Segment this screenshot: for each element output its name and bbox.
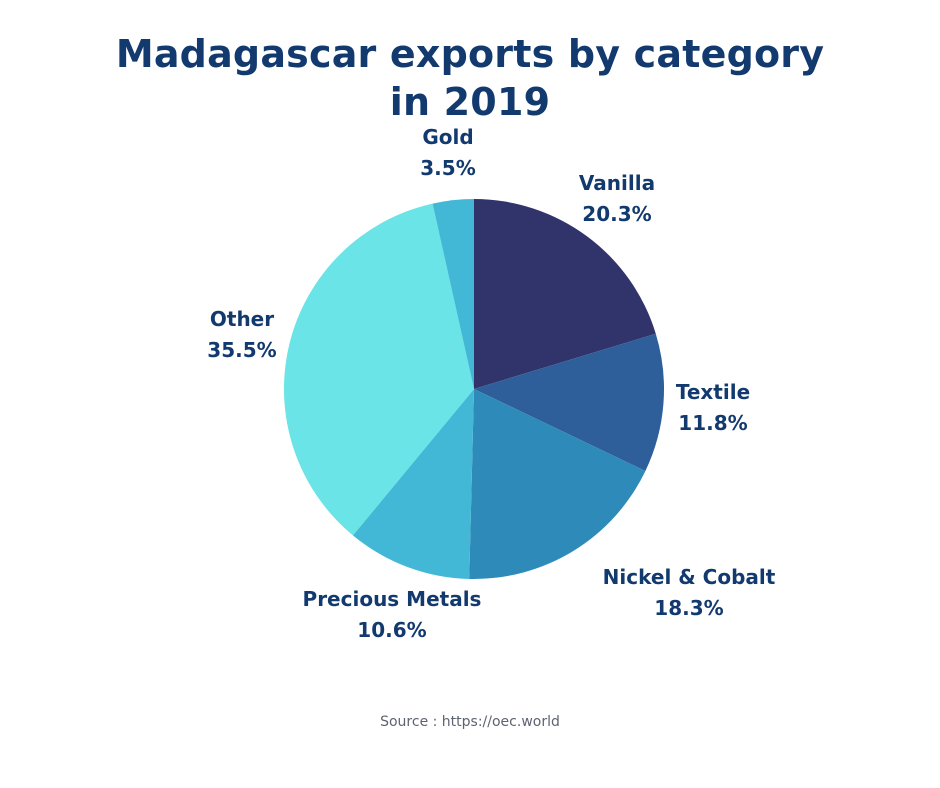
slice-name-precious-metals: Precious Metals	[302, 587, 482, 611]
slice-label-precious-metals: Precious Metals 10.6%	[303, 584, 482, 646]
pie-slice-gold	[432, 199, 474, 389]
source-note: Source : https://oec.world	[380, 714, 560, 730]
slice-label-vanilla: Vanilla 20.3%	[579, 168, 655, 230]
slice-label-nickel-cobalt: Nickel & Cobalt 18.3%	[603, 562, 776, 624]
pie-slice-other	[284, 203, 474, 536]
slice-name-textile: Textile	[675, 380, 751, 404]
slice-label-other: Other 35.5%	[207, 304, 276, 366]
chart-title-line-2: in 2019	[389, 80, 551, 124]
slice-name-other: Other	[209, 307, 275, 331]
pie-slice-vanilla	[474, 199, 656, 389]
slice-value-precious-metals: 10.6%	[357, 618, 427, 642]
slice-value-gold: 3.5%	[420, 156, 476, 180]
slice-name-gold: Gold	[422, 125, 474, 149]
slice-name-nickel-cobalt: Nickel & Cobalt	[602, 565, 776, 589]
pie-slice-precious-metals	[352, 389, 474, 579]
slice-value-nickel-cobalt: 18.3%	[654, 596, 724, 620]
slice-label-gold: Gold 3.5%	[420, 122, 475, 184]
slice-value-textile: 11.8%	[678, 411, 748, 435]
slice-value-other: 35.5%	[207, 338, 277, 362]
pie-slice-textile	[474, 333, 665, 471]
slice-name-vanilla: Vanilla	[578, 171, 656, 195]
slice-label-textile: Textile 11.8%	[676, 377, 750, 439]
slice-value-vanilla: 20.3%	[582, 202, 652, 226]
chart-title: Madagascar exports by category in 2019	[0, 30, 940, 126]
chart-title-line-1: Madagascar exports by category	[115, 32, 825, 76]
pie-slice-nickel-cobalt	[469, 389, 646, 580]
